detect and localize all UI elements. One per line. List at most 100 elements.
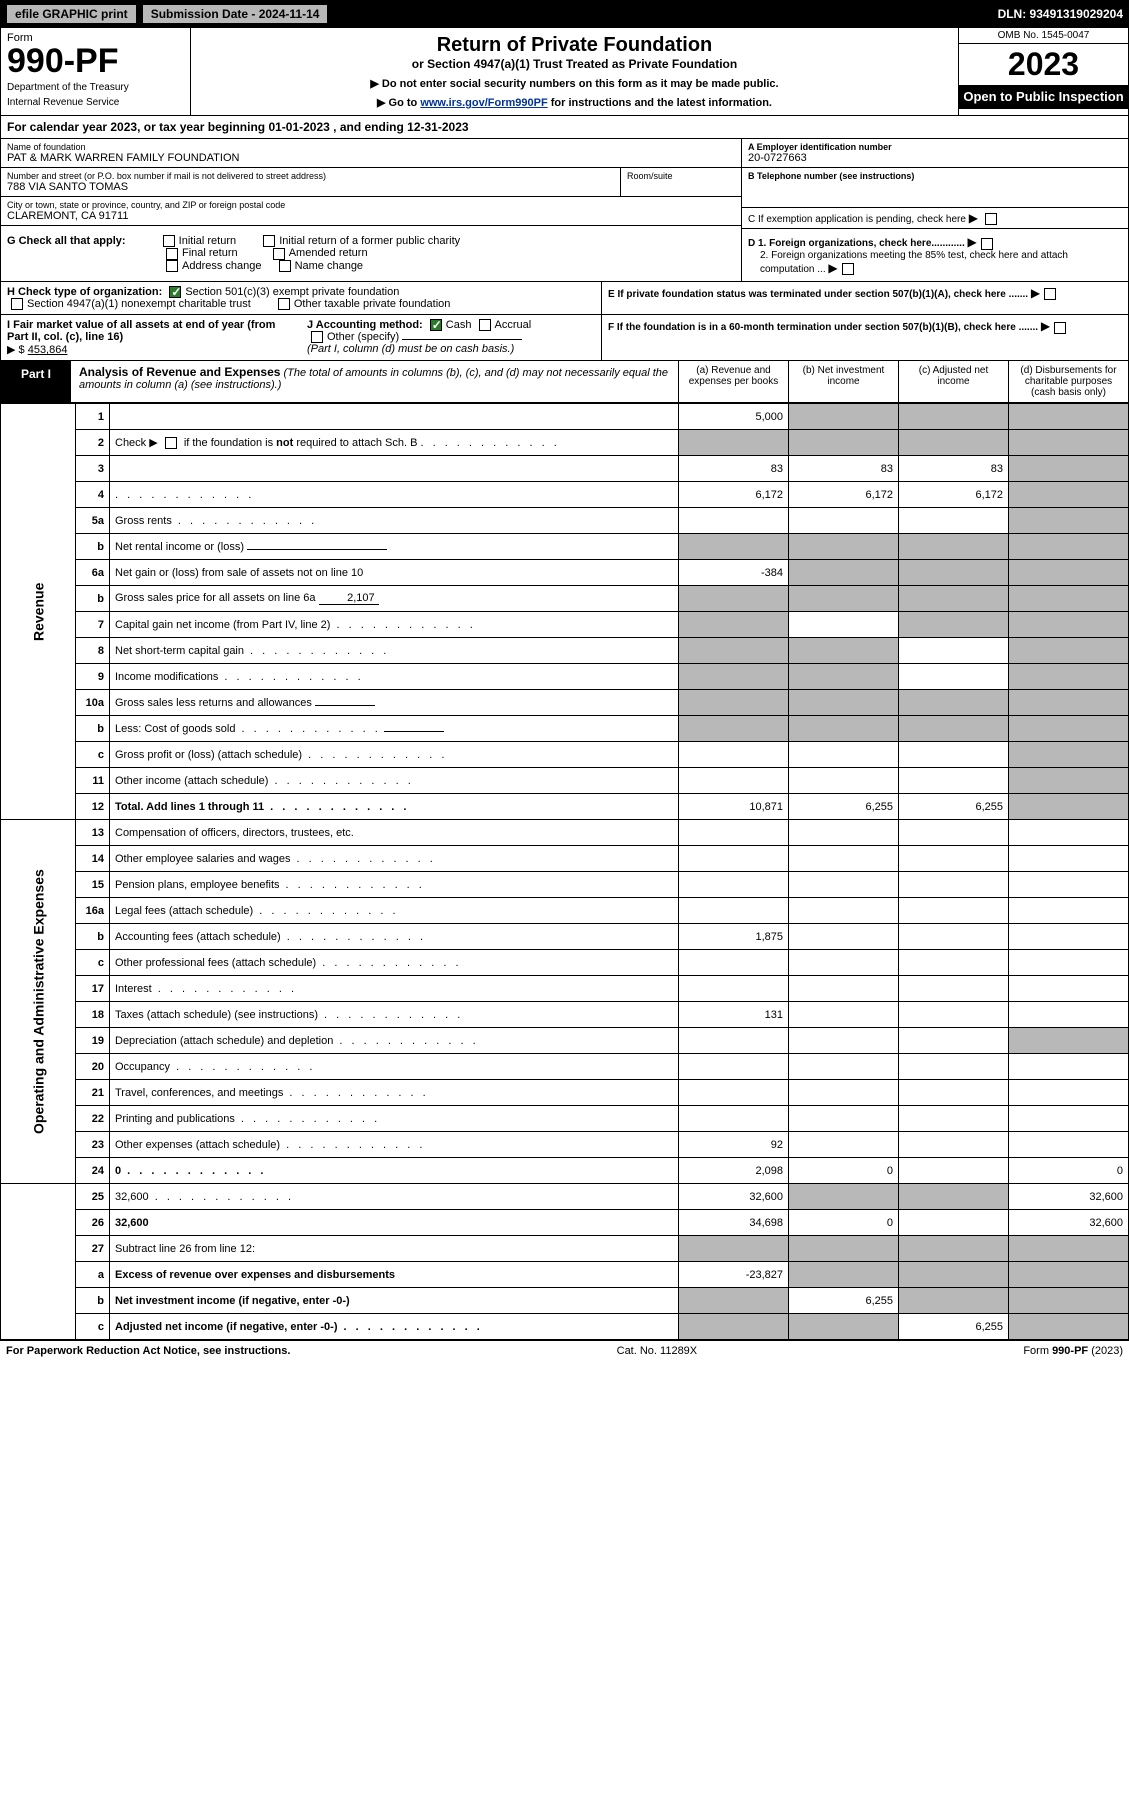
- h-label: H Check type of organization:: [7, 286, 162, 298]
- table-row: bNet investment income (if negative, ent…: [1, 1288, 1129, 1314]
- submission-date-badge: Submission Date - 2024-11-14: [143, 5, 328, 23]
- table-row: cOther professional fees (attach schedul…: [1, 950, 1129, 976]
- arrow-icon: ▶: [969, 211, 978, 225]
- table-row: 16aLegal fees (attach schedule): [1, 898, 1129, 924]
- d2-checkbox[interactable]: [842, 263, 854, 275]
- table-row: Revenue 1 5,000: [1, 404, 1129, 430]
- e-block: E If private foundation status was termi…: [601, 282, 1128, 314]
- form-number: 990-PF: [7, 44, 184, 78]
- g-label: G Check all that apply:: [7, 235, 126, 247]
- j-accrual-checkbox[interactable]: [479, 319, 491, 331]
- h-o1: Section 501(c)(3) exempt private foundat…: [185, 286, 399, 298]
- g-o6: Name change: [295, 260, 364, 272]
- form-subtitle: or Section 4947(a)(1) Trust Treated as P…: [197, 57, 952, 71]
- i-label: I Fair market value of all assets at end…: [7, 319, 275, 343]
- cell-c: [899, 404, 1009, 430]
- col-b-header: (b) Net investment income: [788, 361, 898, 402]
- address: 788 VIA SANTO TOMAS: [7, 181, 614, 193]
- page-footer: For Paperwork Reduction Act Notice, see …: [0, 1340, 1129, 1361]
- table-row: 10aGross sales less returns and allowanc…: [1, 690, 1129, 716]
- form-title-block: Return of Private Foundation or Section …: [191, 28, 958, 115]
- table-row: 3838383: [1, 456, 1129, 482]
- h-other-checkbox[interactable]: [278, 298, 290, 310]
- form-year-block: OMB No. 1545-0047 2023 Open to Public In…: [958, 28, 1128, 115]
- h-block: H Check type of organization: Section 50…: [1, 282, 601, 314]
- table-row: 8Net short-term capital gain: [1, 638, 1129, 664]
- f-checkbox[interactable]: [1054, 322, 1066, 334]
- calendar-year-line: For calendar year 2023, or tax year begi…: [0, 116, 1129, 139]
- g-o1: Initial return: [179, 235, 236, 247]
- part1-tab: Part I: [1, 361, 71, 402]
- ein-value: 20-0727663: [748, 152, 1122, 164]
- goto-pre: ▶ Go to: [377, 97, 420, 109]
- table-row: 5aGross rents: [1, 508, 1129, 534]
- table-row: 21Travel, conferences, and meetings: [1, 1080, 1129, 1106]
- d2-label: 2. Foreign organizations meeting the 85%…: [760, 250, 1068, 275]
- dept-label: Department of the Treasury: [7, 82, 184, 93]
- top-bar: efile GRAPHIC print Submission Date - 20…: [0, 0, 1129, 28]
- cell-a: 5,000: [679, 404, 789, 430]
- irs-link[interactable]: www.irs.gov/Form990PF: [420, 97, 547, 109]
- table-row: 2402,09800: [1, 1158, 1129, 1184]
- tax-year: 2023: [959, 44, 1128, 85]
- table-row: 22Printing and publications: [1, 1106, 1129, 1132]
- cell-d: [1009, 404, 1129, 430]
- j-block: J Accounting method: Cash Accrual Other …: [301, 315, 601, 360]
- g-addr-checkbox[interactable]: [166, 260, 178, 272]
- i-block: I Fair market value of all assets at end…: [1, 315, 301, 360]
- cat-no: Cat. No. 11289X: [617, 1345, 698, 1357]
- table-row: 23Other expenses (attach schedule)92: [1, 1132, 1129, 1158]
- efile-print-button[interactable]: efile GRAPHIC print: [6, 4, 137, 24]
- e-checkbox[interactable]: [1044, 288, 1056, 300]
- paperwork-notice: For Paperwork Reduction Act Notice, see …: [6, 1345, 290, 1357]
- j-other-checkbox[interactable]: [311, 331, 323, 343]
- line6b-value: 2,107: [319, 592, 379, 605]
- g-d-row: G Check all that apply: Initial return I…: [0, 229, 1129, 282]
- schb-checkbox[interactable]: [165, 437, 177, 449]
- j-cash-checkbox[interactable]: [430, 319, 442, 331]
- table-row: 12Total. Add lines 1 through 1110,8716,2…: [1, 794, 1129, 820]
- h-4947-checkbox[interactable]: [11, 298, 23, 310]
- h-e-row: H Check type of organization: Section 50…: [0, 282, 1129, 315]
- form-id-block: Form 990-PF Department of the Treasury I…: [1, 28, 191, 115]
- table-row: 14Other employee salaries and wages: [1, 846, 1129, 872]
- row-num: 1: [76, 404, 110, 430]
- table-row: Operating and Administrative Expenses 13…: [1, 820, 1129, 846]
- j-cash: Cash: [446, 319, 472, 331]
- g-initial-checkbox[interactable]: [163, 235, 175, 247]
- g-o5: Address change: [182, 260, 262, 272]
- j-label: J Accounting method:: [307, 319, 423, 331]
- h-501c3-checkbox[interactable]: [169, 286, 181, 298]
- g-final-checkbox[interactable]: [166, 248, 178, 260]
- c-checkbox[interactable]: [985, 213, 997, 225]
- g-initial-former-checkbox[interactable]: [263, 235, 275, 247]
- f-label: F If the foundation is in a 60-month ter…: [608, 322, 1038, 333]
- table-row: 2632,60034,698032,600: [1, 1210, 1129, 1236]
- opex-side-label: Operating and Administrative Expenses: [1, 820, 76, 1184]
- g-o4: Amended return: [289, 247, 368, 259]
- city-value: CLAREMONT, CA 91711: [7, 210, 735, 222]
- name-label: Name of foundation: [7, 142, 735, 152]
- phone-label: B Telephone number (see instructions): [748, 171, 1122, 181]
- f-block: F If the foundation is in a 60-month ter…: [601, 315, 1128, 360]
- c-label: C If exemption application is pending, c…: [748, 214, 966, 225]
- omb-label: OMB No. 1545-0047: [959, 28, 1128, 44]
- table-row: 20Occupancy: [1, 1054, 1129, 1080]
- g-name-checkbox[interactable]: [279, 260, 291, 272]
- table-row: aExcess of revenue over expenses and dis…: [1, 1262, 1129, 1288]
- table-row: 6aNet gain or (loss) from sale of assets…: [1, 560, 1129, 586]
- part1-header: Part I Analysis of Revenue and Expenses …: [0, 361, 1129, 403]
- j-accrual: Accrual: [495, 319, 532, 331]
- foundation-name: PAT & MARK WARREN FAMILY FOUNDATION: [7, 152, 735, 164]
- table-row: 11Other income (attach schedule): [1, 768, 1129, 794]
- city-label: City or town, state or province, country…: [7, 200, 735, 210]
- form-ref: Form 990-PF (2023): [1023, 1345, 1123, 1357]
- form-header: Form 990-PF Department of the Treasury I…: [0, 28, 1129, 116]
- g-amended-checkbox[interactable]: [273, 248, 285, 260]
- table-row: 9Income modifications: [1, 664, 1129, 690]
- table-row: 2532,60032,60032,600: [1, 1184, 1129, 1210]
- d1-checkbox[interactable]: [981, 238, 993, 250]
- row-num: 2: [76, 430, 110, 456]
- part1-title: Analysis of Revenue and Expenses: [79, 365, 280, 379]
- table-row: 7Capital gain net income (from Part IV, …: [1, 612, 1129, 638]
